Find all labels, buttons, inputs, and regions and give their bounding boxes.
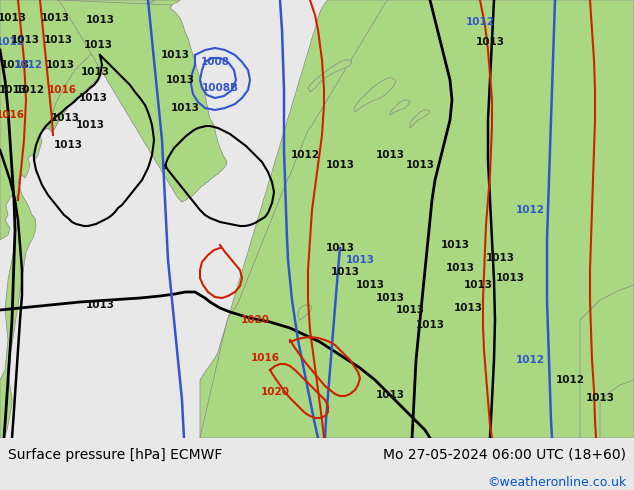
Text: 1013: 1013 <box>165 75 195 85</box>
Text: 1013: 1013 <box>46 60 75 70</box>
Text: 1013: 1013 <box>0 85 27 95</box>
Text: 1013: 1013 <box>84 40 112 50</box>
Polygon shape <box>50 0 180 132</box>
Text: 1013: 1013 <box>1 60 30 70</box>
Text: 1013: 1013 <box>453 303 482 313</box>
Text: Mo 27-05-2024 06:00 UTC (18+60): Mo 27-05-2024 06:00 UTC (18+60) <box>384 448 626 462</box>
Text: 1013: 1013 <box>160 50 190 60</box>
Text: 1012: 1012 <box>0 37 25 47</box>
Text: 1013: 1013 <box>51 113 79 123</box>
Text: 1013: 1013 <box>0 13 27 23</box>
Text: 1013: 1013 <box>330 267 359 277</box>
Text: 1013: 1013 <box>86 300 115 310</box>
Text: 1013: 1013 <box>496 273 524 283</box>
Text: 1013: 1013 <box>375 150 404 160</box>
Polygon shape <box>200 0 634 438</box>
Text: 1013: 1013 <box>44 35 72 45</box>
Polygon shape <box>354 78 396 112</box>
Text: 1012: 1012 <box>290 150 320 160</box>
Text: 1013: 1013 <box>346 255 375 265</box>
Text: 1013: 1013 <box>41 13 70 23</box>
Text: Surface pressure [hPa] ECMWF: Surface pressure [hPa] ECMWF <box>8 448 222 462</box>
Text: 1013: 1013 <box>446 263 474 273</box>
Text: 1020: 1020 <box>240 315 269 325</box>
Text: 1013: 1013 <box>415 320 444 330</box>
Text: 1013: 1013 <box>406 160 434 170</box>
Polygon shape <box>308 60 352 92</box>
Text: 1013: 1013 <box>86 15 115 25</box>
Text: 1013: 1013 <box>81 67 110 77</box>
Text: 1008B: 1008B <box>202 83 238 93</box>
Text: 1013: 1013 <box>171 103 200 113</box>
Text: 1013: 1013 <box>356 280 384 290</box>
Text: 1016: 1016 <box>250 353 280 363</box>
Text: 1012: 1012 <box>465 17 495 27</box>
Text: 1012: 1012 <box>13 60 42 70</box>
Text: 1012: 1012 <box>515 355 545 365</box>
Text: 1013: 1013 <box>325 160 354 170</box>
Text: 1020: 1020 <box>261 387 290 397</box>
Polygon shape <box>0 188 36 438</box>
Text: 1012: 1012 <box>15 85 44 95</box>
Text: 1008: 1008 <box>200 57 230 67</box>
Text: 1013: 1013 <box>586 393 614 403</box>
Text: 1013: 1013 <box>375 293 404 303</box>
Text: 1013: 1013 <box>396 305 425 315</box>
Text: 1013: 1013 <box>53 140 82 150</box>
Text: 1016: 1016 <box>48 85 77 95</box>
Polygon shape <box>390 100 410 115</box>
Polygon shape <box>200 0 634 438</box>
Text: 1012: 1012 <box>515 205 545 215</box>
Polygon shape <box>600 380 634 438</box>
Text: 1013: 1013 <box>79 93 108 103</box>
Text: ©weatheronline.co.uk: ©weatheronline.co.uk <box>487 476 626 489</box>
Text: 1013: 1013 <box>441 240 470 250</box>
Text: 1012: 1012 <box>555 375 585 385</box>
Text: 1013: 1013 <box>375 390 404 400</box>
Polygon shape <box>0 0 155 240</box>
Text: 1013: 1013 <box>486 253 515 263</box>
Text: 1016: 1016 <box>0 110 25 120</box>
Text: 1013: 1013 <box>325 243 354 253</box>
Polygon shape <box>58 0 227 202</box>
Text: 1013: 1013 <box>75 120 105 130</box>
Text: 1013: 1013 <box>463 280 493 290</box>
Polygon shape <box>410 110 430 128</box>
Polygon shape <box>580 285 634 438</box>
Text: 1013: 1013 <box>476 37 505 47</box>
Text: 1013: 1013 <box>11 35 39 45</box>
Polygon shape <box>298 305 312 320</box>
